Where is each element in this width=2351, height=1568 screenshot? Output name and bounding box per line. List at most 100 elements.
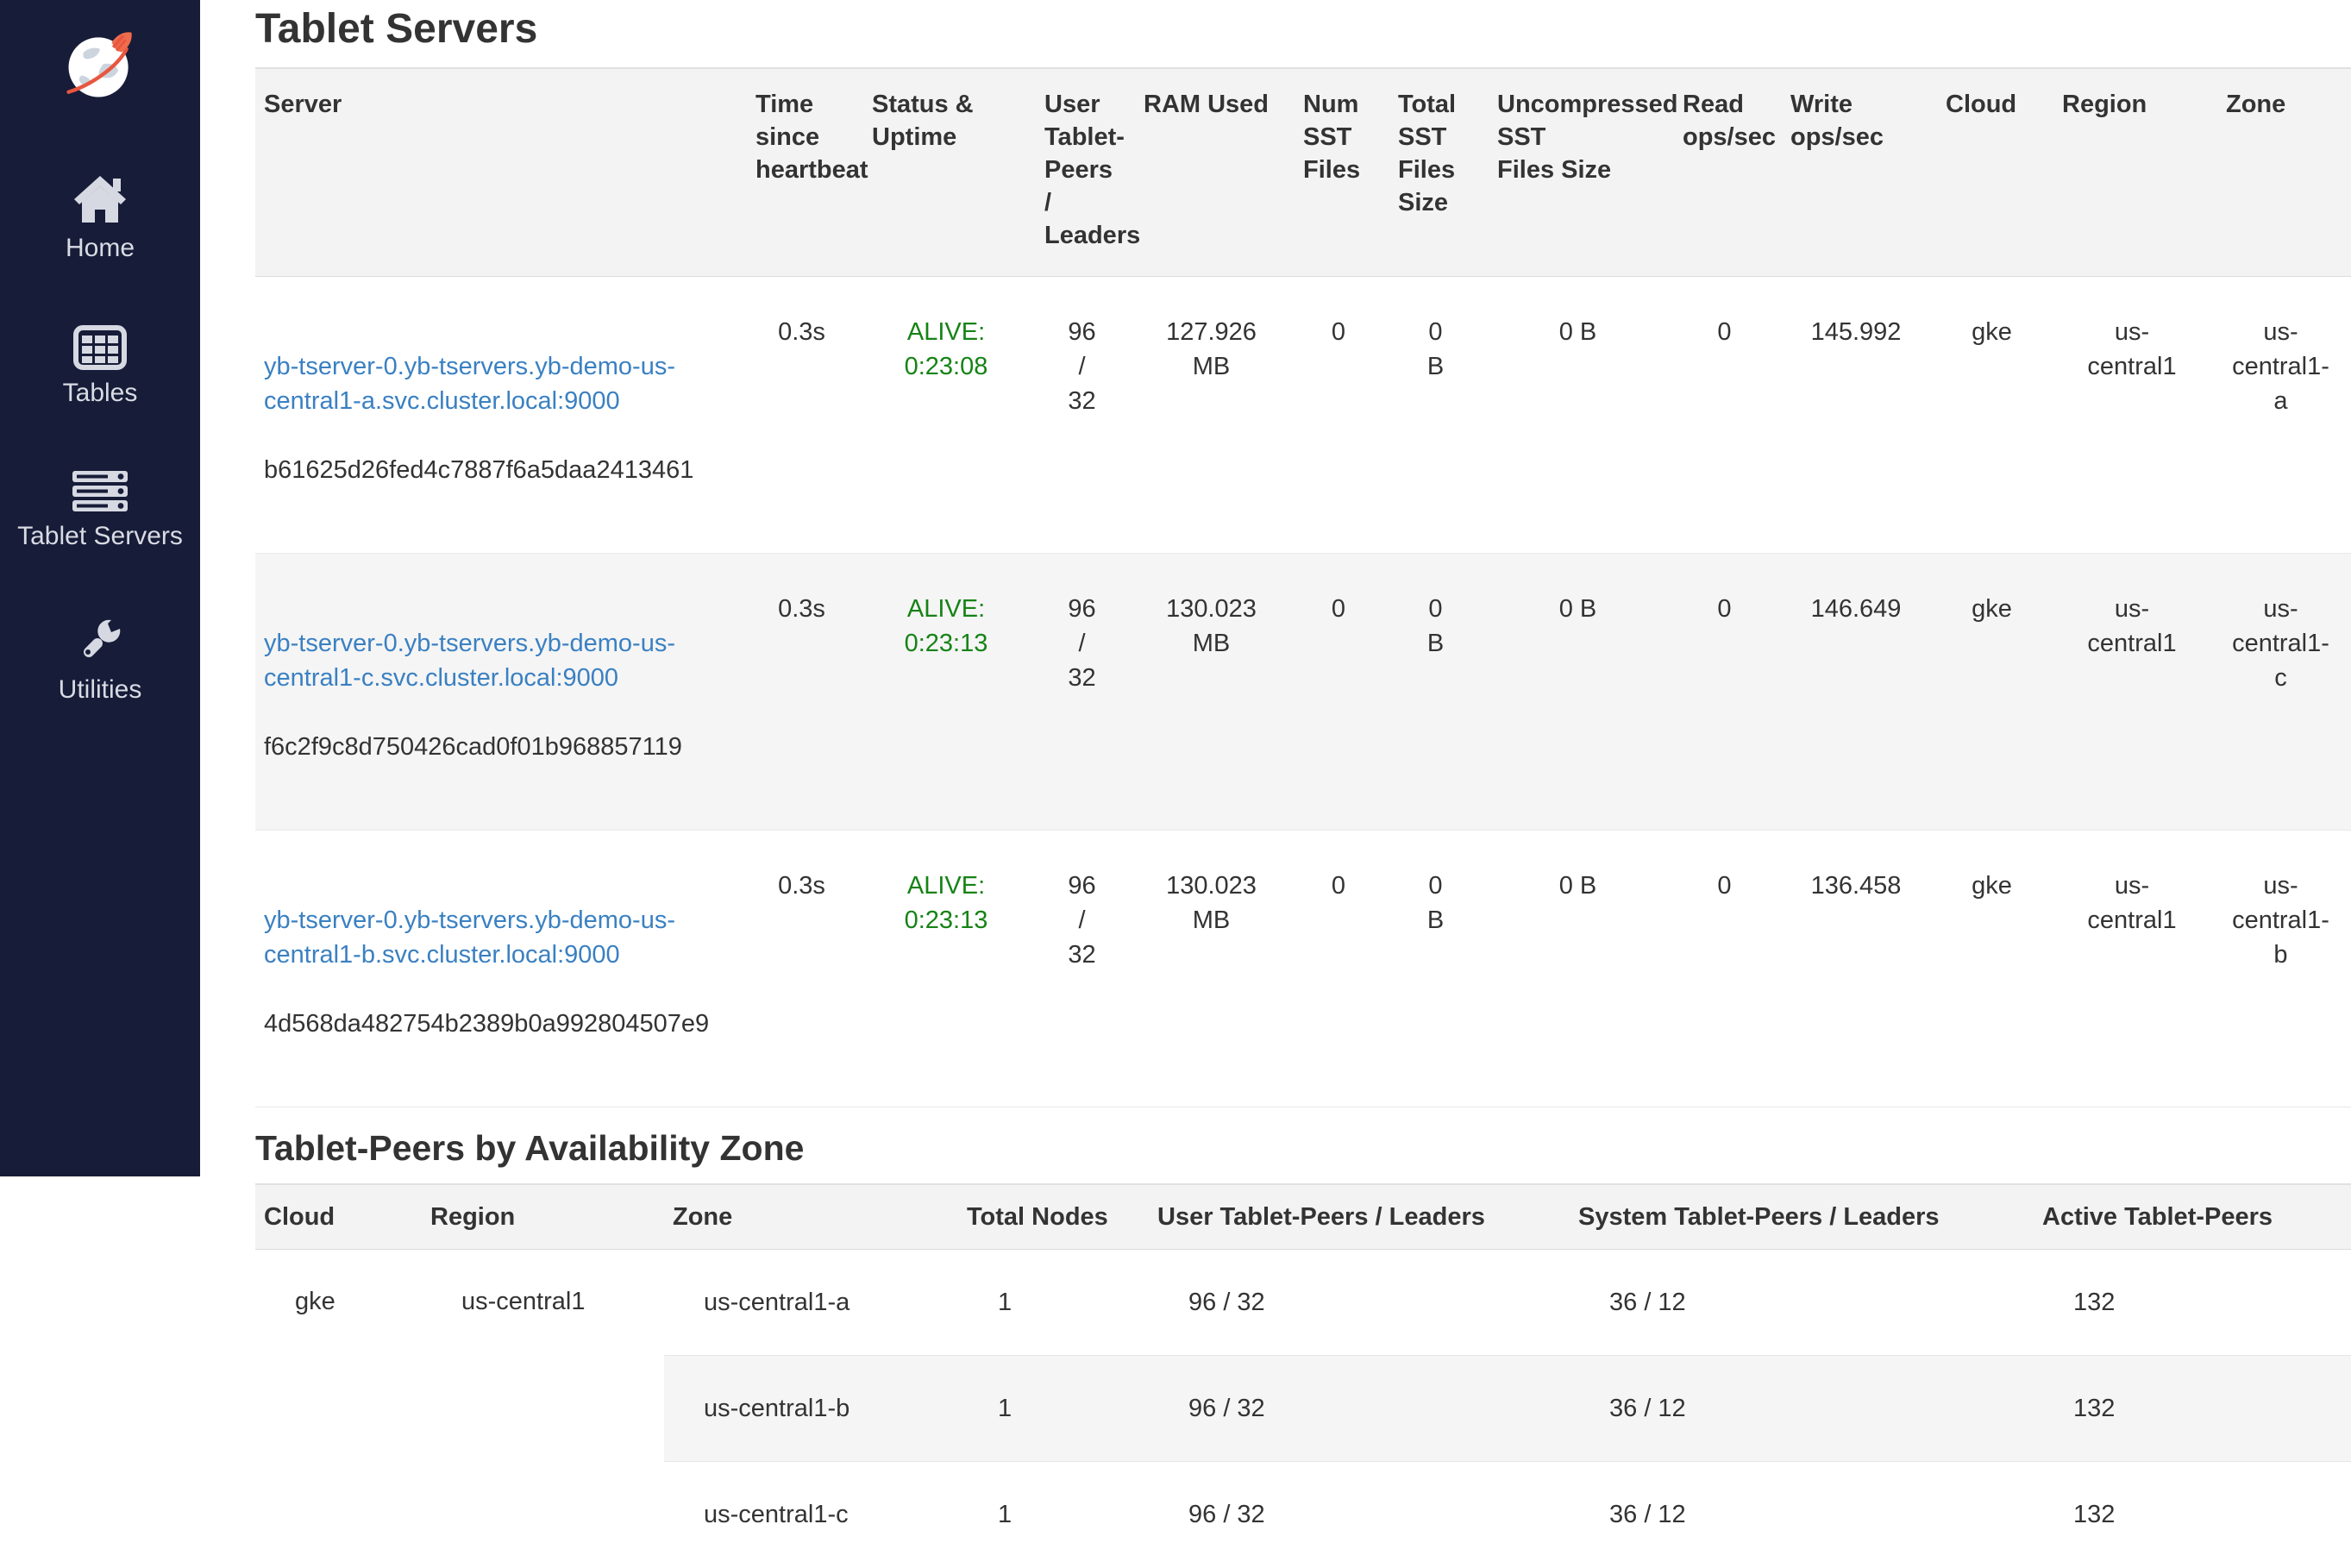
heartbeat-cell: 0.3s xyxy=(747,276,863,554)
status-cell: ALIVE: 0:23:13 xyxy=(863,553,1036,831)
table-header-row: Server Time since heartbeat Status & Upt… xyxy=(255,67,2351,277)
server-link[interactable]: yb-tserver-0.yb-tservers.yb-demo-us- cen… xyxy=(264,906,675,969)
sidebar-item-label: Tables xyxy=(62,379,138,407)
col-zone: Zone xyxy=(2217,67,2351,277)
uncompressed-sst-cell: 0 B xyxy=(1489,553,1674,831)
zone-cell: us-central1-c xyxy=(704,1501,849,1529)
server-uuid: f6c2f9c8d750426cad0f01b968857119 xyxy=(264,733,682,761)
cloud-cell: gke xyxy=(255,1249,422,1568)
total-sst-cell: 0 B xyxy=(1389,553,1489,831)
az-section-title: Tablet-Peers by Availability Zone xyxy=(255,1128,805,1168)
zone-cell: us-central1-a xyxy=(704,1289,850,1316)
zone-cell: us- central1- b xyxy=(2217,830,2351,1107)
server-link[interactable]: yb-tserver-0.yb-tservers.yb-demo-us- cen… xyxy=(264,630,675,692)
sidebar-item-label: Home xyxy=(65,234,135,262)
num-sst-cell: 0 xyxy=(1295,830,1389,1107)
col-server: Server xyxy=(255,67,747,277)
status-cell: ALIVE: 0:23:08 xyxy=(863,276,1036,554)
tablet-servers-table: Server Time since heartbeat Status & Upt… xyxy=(255,67,2351,1107)
uncompressed-sst-cell: 0 B xyxy=(1489,830,1674,1107)
active-peers-cell: 132 xyxy=(2034,1355,2351,1462)
total-nodes-cell: 1 xyxy=(998,1501,1012,1529)
col-user-peers: User Tablet- Peers / Leaders xyxy=(1036,67,1140,277)
read-ops-cell: 0 xyxy=(1674,276,1782,554)
tables-icon xyxy=(73,325,127,370)
zone-cell: us-central1-b xyxy=(664,1355,958,1462)
user-peers-cell: 96 / 32 xyxy=(1188,1289,1265,1316)
heartbeat-cell: 0.3s xyxy=(747,830,863,1107)
col-region: Region xyxy=(422,1183,664,1250)
zone-cell: us- central1- a xyxy=(2217,276,2351,554)
user-peers-cell: 96 / 32 xyxy=(1149,1355,1570,1462)
cloud-cell: gke xyxy=(1937,553,2053,831)
server-link[interactable]: yb-tserver-0.yb-tservers.yb-demo-us- cen… xyxy=(264,353,675,415)
az-row: gke us-central1 us-central1-a 1 96 / 32 … xyxy=(255,1249,2351,1568)
active-peers-cell: 132 xyxy=(2073,1501,2116,1529)
active-peers-cell: 132 xyxy=(2073,1289,2116,1316)
col-system-peers: System Tablet-Peers / Leaders xyxy=(1570,1183,2034,1250)
system-peers-cell: 36 / 12 xyxy=(1609,1501,1686,1529)
total-sst-cell: 0 B xyxy=(1389,276,1489,554)
col-zone: Zone xyxy=(664,1183,958,1250)
az-header-row: Cloud Region Zone Total Nodes User Table… xyxy=(255,1183,2351,1250)
home-icon xyxy=(74,176,126,223)
region-cell: us-central1 xyxy=(422,1249,664,1568)
az-table: Cloud Region Zone Total Nodes User Table… xyxy=(255,1183,2351,1568)
region-cell: us- central1 xyxy=(2053,276,2217,554)
col-total-nodes: Total Nodes xyxy=(958,1183,1149,1250)
page-title: Tablet Servers xyxy=(255,6,538,52)
read-ops-cell: 0 xyxy=(1674,830,1782,1107)
server-cell: yb-tserver-0.yb-tservers.yb-demo-us- cen… xyxy=(255,553,747,831)
region-cell: us- central1 xyxy=(2053,830,2217,1107)
user-peers-cell: 96 / 32 xyxy=(1036,276,1135,554)
zone-cell: us- central1- c xyxy=(2217,553,2351,831)
yugabyte-logo[interactable] xyxy=(0,24,200,111)
user-peers-cell: 96 / 32 xyxy=(1188,1501,1265,1529)
write-ops-cell: 146.649 xyxy=(1782,553,1937,831)
ram-cell: 127.926 MB xyxy=(1135,276,1295,554)
ram-cell: 130.023 MB xyxy=(1135,553,1295,831)
num-sst-cell: 0 xyxy=(1295,276,1389,554)
main-content: Tablet Servers Server Time since heartbe… xyxy=(200,0,2351,1568)
col-cloud: Cloud xyxy=(255,1183,422,1250)
col-read-ops: Read ops/sec xyxy=(1674,67,1782,277)
server-cell: yb-tserver-0.yb-tservers.yb-demo-us- cen… xyxy=(255,276,747,554)
write-ops-cell: 145.992 xyxy=(1782,276,1937,554)
sidebar-item-utilities[interactable]: Utilities xyxy=(0,613,200,705)
server-uuid: 4d568da482754b2389b0a992804507e9 xyxy=(264,1010,710,1038)
uncompressed-sst-cell: 0 B xyxy=(1489,276,1674,554)
utilities-icon xyxy=(84,619,121,657)
col-active-peers: Active Tablet-Peers xyxy=(2034,1183,2351,1250)
system-peers-cell: 36 / 12 xyxy=(1609,1289,1686,1316)
status-cell: ALIVE: 0:23:13 xyxy=(863,830,1036,1107)
sidebar: Home Tables Tablet Server xyxy=(0,0,200,1176)
sidebar-item-label: Utilities xyxy=(58,675,142,704)
col-region: Region xyxy=(2053,67,2217,277)
col-cloud: Cloud xyxy=(1937,67,2053,277)
heartbeat-cell: 0.3s xyxy=(747,553,863,831)
total-nodes-cell: 1 xyxy=(958,1355,1149,1462)
table-row: yb-tserver-0.yb-tservers.yb-demo-us- cen… xyxy=(255,830,2351,1107)
table-row: yb-tserver-0.yb-tservers.yb-demo-us- cen… xyxy=(255,276,2351,554)
user-peers-cell: 96 / 32 xyxy=(1036,553,1135,831)
col-num-sst: Num SST Files xyxy=(1295,67,1389,277)
total-nodes-cell: 1 xyxy=(998,1289,1012,1316)
planet-rocket-icon xyxy=(66,32,132,97)
sidebar-item-tablet-servers[interactable]: Tablet Servers xyxy=(0,470,200,551)
sidebar-item-home[interactable]: Home xyxy=(0,173,200,263)
region-cell: us- central1 xyxy=(2053,553,2217,831)
table-row: yb-tserver-0.yb-tservers.yb-demo-us- cen… xyxy=(255,553,2351,831)
cloud-cell: gke xyxy=(1937,276,2053,554)
col-total-sst: Total SST Files Size xyxy=(1389,67,1489,277)
col-heartbeat: Time since heartbeat xyxy=(747,67,868,277)
sidebar-item-tables[interactable]: Tables xyxy=(0,325,200,408)
total-sst-cell: 0 B xyxy=(1389,830,1489,1107)
col-write-ops: Write ops/sec xyxy=(1782,67,1937,277)
tablet-servers-icon xyxy=(72,471,128,511)
col-status: Status & Uptime xyxy=(863,67,1036,277)
ram-cell: 130.023 MB xyxy=(1135,830,1295,1107)
num-sst-cell: 0 xyxy=(1295,553,1389,831)
col-uncompressed-sst: Uncompressed SST Files Size xyxy=(1489,67,1678,277)
system-peers-cell: 36 / 12 xyxy=(1570,1355,2034,1462)
col-ram: RAM Used xyxy=(1135,67,1295,277)
